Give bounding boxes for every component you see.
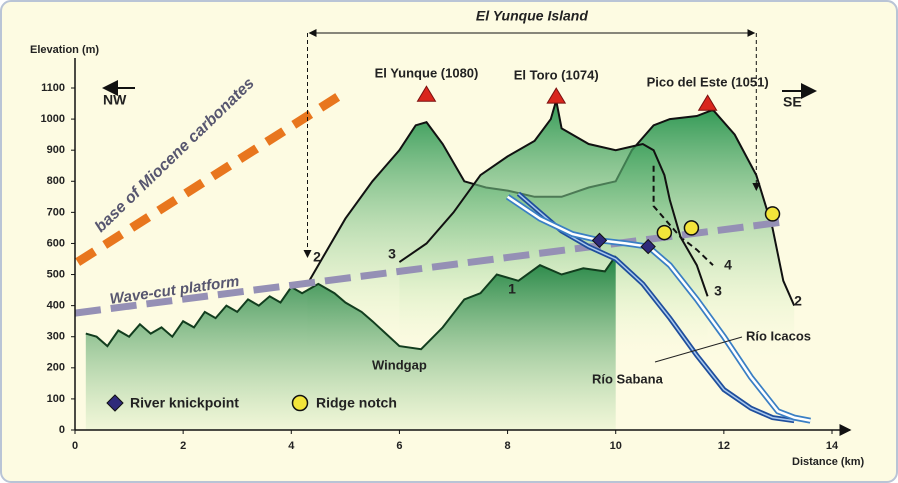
- peak-marker: [546, 87, 567, 104]
- leader-line: [654, 336, 743, 363]
- ridge-notch: [764, 206, 781, 222]
- river-label: Río Sabana: [592, 371, 664, 386]
- profile-line: [398, 100, 709, 297]
- reference-line: [75, 88, 348, 266]
- y-tick-label: 200: [47, 362, 65, 374]
- windgap-label: Windgap: [372, 357, 427, 372]
- y-tick-label: 400: [47, 300, 65, 312]
- x-tick-label: 12: [718, 440, 730, 452]
- peak-marker: [697, 94, 718, 111]
- y-tick-label: 600: [47, 237, 65, 249]
- x-tick-label: 14: [826, 440, 839, 452]
- river-label: Río Icacos: [746, 328, 811, 343]
- profile-label: 3: [714, 283, 722, 299]
- y-tick-label: 0: [59, 424, 65, 436]
- profile-label: 3: [388, 246, 396, 262]
- direction-label: SE: [783, 94, 802, 110]
- profile-label: 2: [794, 293, 802, 309]
- y-tick-label: 700: [47, 206, 65, 218]
- profile-label: 4: [724, 257, 732, 273]
- profile-label: 1: [508, 281, 516, 297]
- legend-symbol: [291, 394, 309, 412]
- ridge-notch: [683, 220, 700, 236]
- y-tick-label: 900: [47, 144, 65, 156]
- x-tick-label: 4: [288, 440, 295, 452]
- y-axis-title: Elevation (m): [30, 44, 99, 56]
- y-tick-label: 100: [47, 393, 65, 405]
- x-tick-label: 2: [180, 440, 186, 452]
- profile-line: [85, 255, 617, 351]
- island-label: El Yunque Island: [476, 8, 588, 24]
- y-tick-label: 1000: [41, 113, 65, 125]
- legend-symbol: [106, 394, 124, 412]
- y-tick-label: 300: [47, 331, 65, 343]
- x-tick-label: 6: [396, 440, 402, 452]
- peak-label: Pico del Este (1051): [647, 75, 769, 90]
- x-axis-title: Distance (km): [792, 456, 864, 468]
- knickpoint: [640, 238, 656, 255]
- x-tick-label: 0: [72, 440, 78, 452]
- x-tick-label: 10: [610, 440, 622, 452]
- x-tick-label: 8: [505, 440, 511, 452]
- ridge-notch: [656, 224, 673, 241]
- peak-label: El Toro (1074): [514, 68, 599, 83]
- river-inner: [506, 195, 811, 422]
- y-tick-label: 800: [47, 175, 65, 187]
- profile-label: 2: [313, 249, 321, 265]
- legend-label: River knickpoint: [130, 395, 239, 411]
- peak-label: El Yunque (1080): [375, 66, 479, 81]
- direction-label: NW: [103, 92, 127, 108]
- knickpoint: [591, 232, 608, 249]
- legend-label: Ridge notch: [316, 395, 397, 411]
- profile-line: [652, 165, 714, 266]
- y-tick-label: 500: [47, 268, 65, 280]
- y-tick-label: 1100: [41, 82, 65, 94]
- profile-fill: [85, 255, 616, 430]
- peak-marker: [416, 85, 437, 102]
